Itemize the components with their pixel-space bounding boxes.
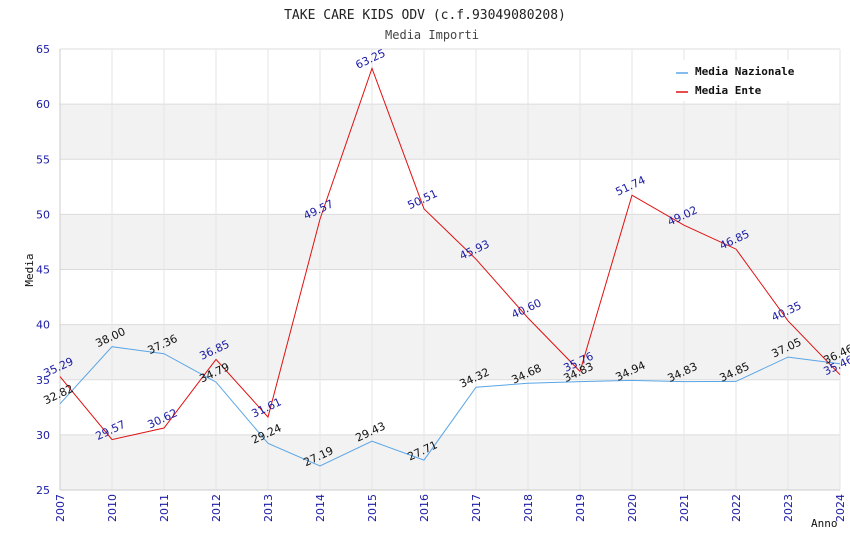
x-tick-label: 2016 bbox=[418, 494, 431, 522]
x-tick-label: 2015 bbox=[366, 494, 379, 522]
x-tick-label: 2023 bbox=[782, 494, 795, 522]
chart-subtitle: Media Importi bbox=[385, 28, 479, 42]
y-tick-label: 25 bbox=[36, 484, 50, 497]
plot-band bbox=[60, 269, 840, 325]
y-tick-label: 50 bbox=[36, 208, 50, 221]
plot-band bbox=[60, 159, 840, 215]
plot-band bbox=[60, 379, 840, 435]
legend-box bbox=[669, 60, 809, 101]
x-tick-label: 2017 bbox=[470, 494, 483, 522]
x-tick-label: 2012 bbox=[210, 494, 223, 522]
plot-band bbox=[60, 104, 840, 160]
x-tick-label: 2013 bbox=[262, 494, 275, 522]
series-lines bbox=[59, 66, 841, 467]
y-tick-label: 65 bbox=[36, 43, 50, 56]
y-tick-label: 55 bbox=[36, 153, 50, 166]
x-tick-label: 2014 bbox=[314, 494, 327, 522]
y-axis-label: Media bbox=[23, 253, 36, 286]
x-tick-label: 2019 bbox=[574, 494, 587, 522]
legend-label-nazionale: Media Nazionale bbox=[695, 65, 795, 78]
x-axis-label: Anno bbox=[811, 517, 838, 530]
legend-label-ente: Media Ente bbox=[695, 84, 762, 97]
y-tick-label: 35 bbox=[36, 374, 50, 387]
x-axis-ticks: 2007 2010 2011 2012 2013 2014 2015 2016 2017 2018… bbox=[54, 494, 847, 522]
x-tick-label: 2021 bbox=[678, 494, 691, 522]
x-tick-label: 2007 bbox=[54, 494, 67, 522]
chart-title: TAKE CARE KIDS ODV (c.f.93049080208) bbox=[284, 8, 566, 23]
y-tick-label: 60 bbox=[36, 98, 50, 111]
x-tick-label: 2024 bbox=[834, 494, 847, 522]
x-tick-label: 2022 bbox=[730, 494, 743, 522]
series-line-media-ente bbox=[59, 66, 841, 441]
x-tick-label: 2020 bbox=[626, 494, 639, 522]
x-tick-label: 2011 bbox=[158, 494, 171, 522]
y-tick-label: 40 bbox=[36, 319, 50, 332]
y-axis-ticks: 25 30 35 40 45 50 55 60 65 bbox=[36, 43, 50, 497]
plot-band bbox=[60, 214, 840, 270]
plot-background bbox=[60, 49, 840, 490]
y-tick-label: 30 bbox=[36, 429, 50, 442]
x-tick-label: 2010 bbox=[106, 494, 119, 522]
legend: Media Nazionale Media Ente bbox=[669, 60, 809, 101]
plot-band bbox=[60, 324, 840, 380]
series-line-media-nazionale bbox=[59, 346, 841, 467]
x-tick-label: 2018 bbox=[522, 494, 535, 522]
y-tick-label: 45 bbox=[36, 264, 50, 277]
plot-band bbox=[60, 434, 840, 490]
